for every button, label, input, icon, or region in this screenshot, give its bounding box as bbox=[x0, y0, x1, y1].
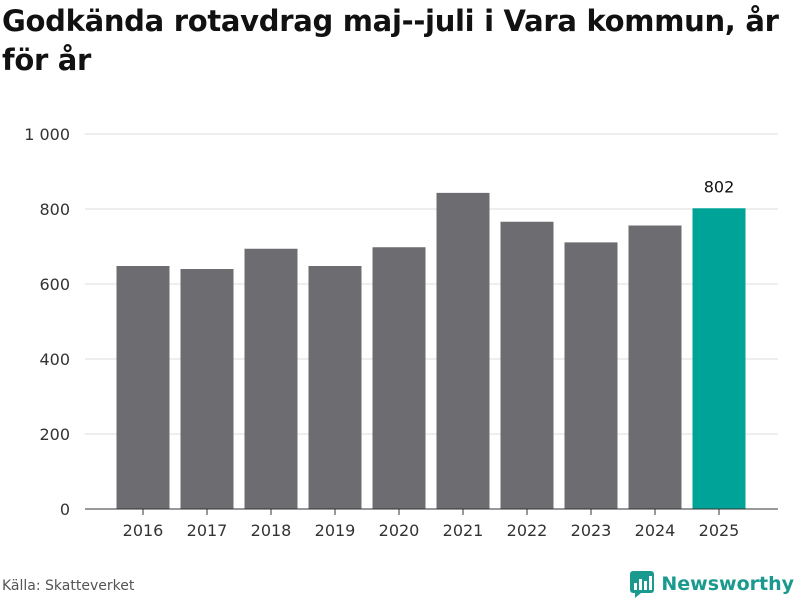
x-tick-label: 2024 bbox=[635, 521, 676, 540]
newsworthy-logo-icon bbox=[630, 571, 655, 598]
y-tick-label: 200 bbox=[39, 425, 70, 444]
bar bbox=[692, 208, 746, 509]
bar bbox=[372, 247, 426, 509]
x-tick-label: 2016 bbox=[123, 521, 164, 540]
x-tick-label: 2017 bbox=[187, 521, 228, 540]
y-tick-label: 800 bbox=[39, 200, 70, 219]
chart-title: Godkända rotavdrag maj--juli i Vara komm… bbox=[2, 4, 779, 77]
y-tick-label: 400 bbox=[39, 350, 70, 369]
y-tick-label: 1 000 bbox=[24, 125, 70, 144]
bar bbox=[116, 266, 170, 509]
x-tick-label: 2021 bbox=[443, 521, 484, 540]
x-tick-label: 2022 bbox=[507, 521, 548, 540]
bar bbox=[244, 248, 298, 509]
brand-logo: Newsworthy bbox=[629, 570, 794, 598]
bar bbox=[628, 225, 682, 509]
bar bbox=[180, 269, 234, 509]
x-tick-label: 2018 bbox=[251, 521, 292, 540]
x-tick-label: 2019 bbox=[315, 521, 356, 540]
data-label: 802 bbox=[704, 177, 735, 196]
y-tick-label: 600 bbox=[39, 275, 70, 294]
bar-chart: 0 200 400 600 800 1 000 2016 2017 2018 2019 2020 20… bbox=[24, 125, 778, 540]
y-tick-label: 0 bbox=[60, 500, 70, 519]
bar bbox=[308, 266, 362, 509]
x-tick-label: 2025 bbox=[699, 521, 740, 540]
x-tick-label: 2023 bbox=[571, 521, 612, 540]
bar bbox=[564, 242, 618, 509]
bar bbox=[500, 221, 554, 509]
brand-name: Newsworthy bbox=[661, 573, 794, 595]
x-tick-label: 2020 bbox=[379, 521, 420, 540]
source-note: Källa: Skatteverket bbox=[2, 578, 135, 594]
bar bbox=[436, 192, 490, 509]
